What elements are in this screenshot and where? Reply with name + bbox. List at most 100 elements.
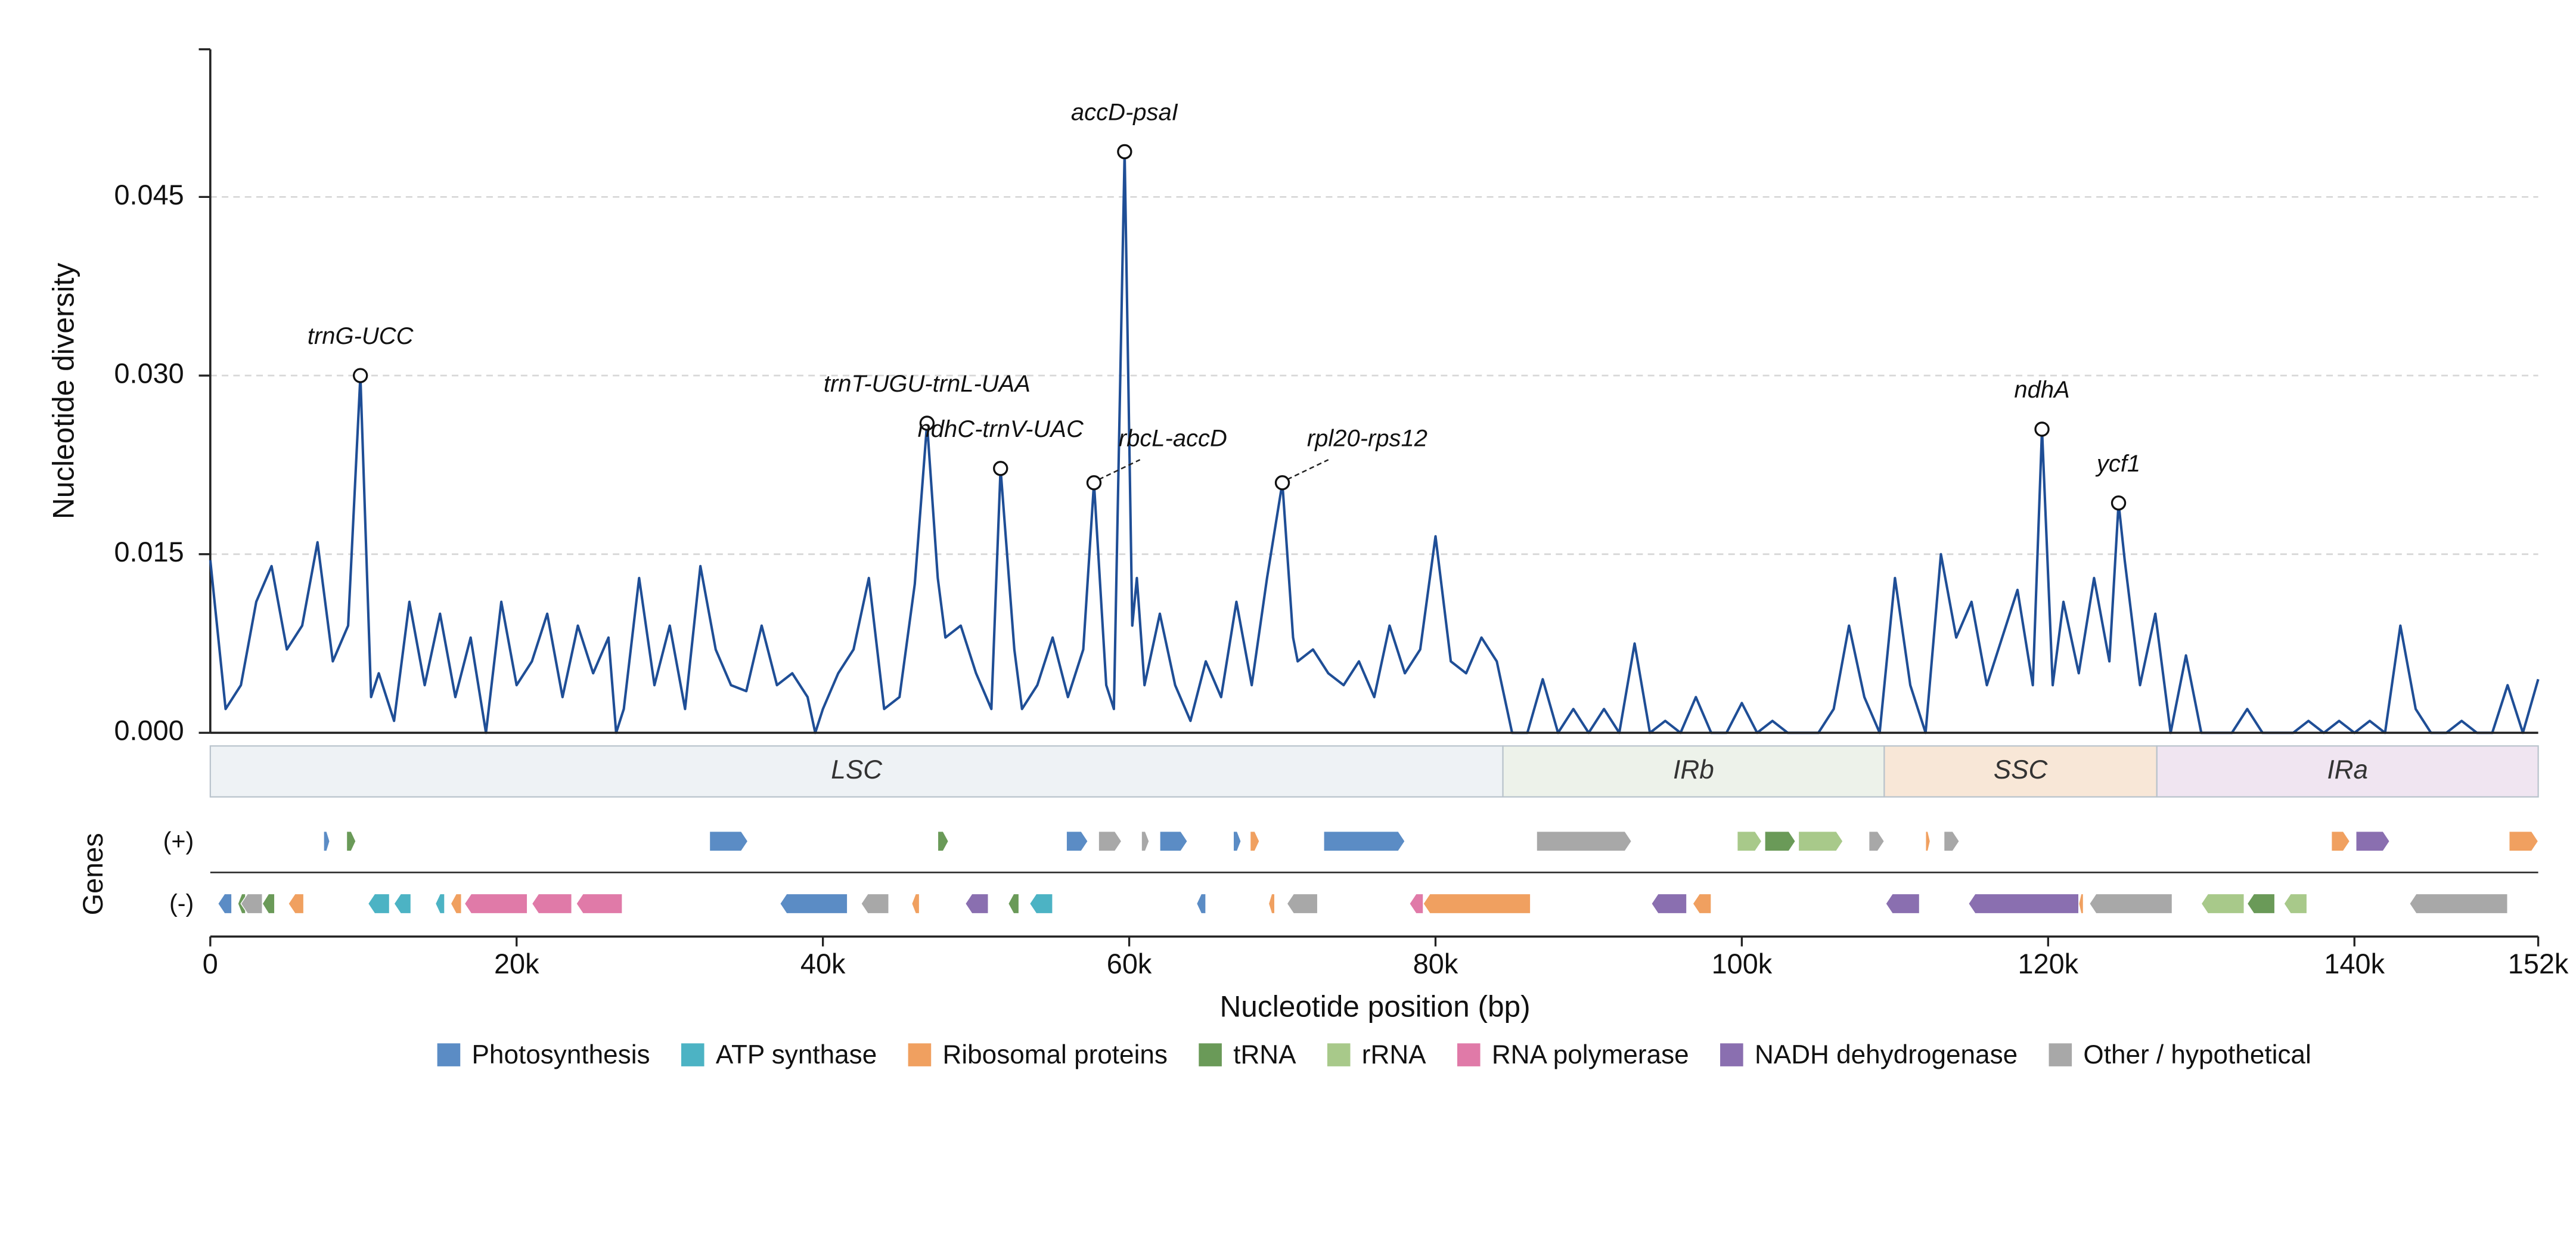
x-tick-label: 100k xyxy=(1712,948,1773,979)
peak-label: trnG-UCC xyxy=(308,323,414,349)
gene xyxy=(288,893,305,914)
peak-label: ndhA xyxy=(2014,377,2069,403)
peak-marker xyxy=(2034,421,2050,437)
legend-label: Other / hypothetical xyxy=(2083,1040,2311,1069)
gene xyxy=(1323,831,1405,852)
legend-label: tRNA xyxy=(1233,1040,1296,1069)
gene xyxy=(1029,893,1053,914)
gene xyxy=(937,831,949,852)
gene xyxy=(1925,831,1931,852)
gene xyxy=(323,831,330,852)
gene xyxy=(1692,893,1712,914)
x-tick-label: 140k xyxy=(2324,948,2385,979)
gene xyxy=(2509,831,2539,852)
peak-label: accD-psaI xyxy=(1071,100,1178,126)
gene xyxy=(2246,893,2276,914)
peak-marker xyxy=(993,461,1008,476)
gene xyxy=(1268,893,1275,914)
legend-label: RNA polymerase xyxy=(1492,1040,1689,1069)
x-tick-label: 60k xyxy=(1107,948,1152,979)
legend-swatch xyxy=(1327,1043,1351,1066)
gene xyxy=(1286,893,1318,914)
x-tick-label: 120k xyxy=(2018,948,2079,979)
y-axis-label: Nucleotide diversity xyxy=(46,263,80,519)
y-tick-label: 0.045 xyxy=(114,179,184,210)
peak-marker xyxy=(1274,475,1290,491)
gene xyxy=(434,893,445,914)
gene xyxy=(1408,893,1424,914)
region xyxy=(209,745,1504,798)
gene xyxy=(1066,831,1089,852)
gene xyxy=(217,893,232,914)
region-label: IRb xyxy=(1673,755,1714,784)
gene xyxy=(240,893,263,914)
gene xyxy=(1159,831,1188,852)
x-axis-label: Nucleotide position (bp) xyxy=(1219,990,1530,1024)
legend-swatch xyxy=(437,1043,461,1066)
gene xyxy=(1007,893,1020,914)
gene xyxy=(1764,831,1796,852)
x-tick-label: 0 xyxy=(203,948,218,979)
gene xyxy=(2078,893,2084,914)
gene xyxy=(964,893,989,914)
x-tick-label: 40k xyxy=(800,948,846,979)
region xyxy=(2156,745,2539,798)
peak-label: trnT-UGU-trnL-UAA xyxy=(824,371,1031,397)
peak-marker xyxy=(919,415,935,431)
peak-label: rpl20-rps12 xyxy=(1307,426,1427,452)
peak-label: rbcL-accD xyxy=(1119,426,1227,452)
legend-swatch xyxy=(1457,1043,1481,1066)
legend-label: rRNA xyxy=(1362,1040,1426,1069)
legend-swatch xyxy=(908,1043,932,1066)
peak-label: ndhC-trnV-UAC xyxy=(918,416,1084,442)
gene xyxy=(911,893,920,914)
gene xyxy=(2283,893,2308,914)
region-label: SSC xyxy=(1994,755,2049,784)
gene xyxy=(1798,831,1843,852)
gene xyxy=(262,893,275,914)
gene xyxy=(1885,893,1920,914)
gene xyxy=(1196,893,1206,914)
peak-marker xyxy=(352,368,368,383)
y-tick-label: 0.030 xyxy=(114,358,184,389)
region xyxy=(1502,745,1885,798)
legend-swatch xyxy=(1199,1043,1222,1066)
gene xyxy=(1098,831,1122,852)
diversity-line xyxy=(209,150,2540,734)
x-tick-label: 152k xyxy=(2508,948,2569,979)
legend-label: ATP synthase xyxy=(716,1040,877,1069)
y-tick-label: 0.015 xyxy=(114,536,184,567)
gene-track-label: Genes xyxy=(77,833,108,915)
gene xyxy=(367,893,390,914)
region-label: LSC xyxy=(831,755,883,784)
gene xyxy=(1868,831,1885,852)
region xyxy=(1883,745,2158,798)
strand-label: (+) xyxy=(163,827,194,855)
legend-swatch xyxy=(1720,1043,1743,1066)
gene xyxy=(1967,893,2080,914)
gene xyxy=(1650,893,1687,914)
gene xyxy=(1943,831,1960,852)
gene xyxy=(1423,893,1531,914)
peak-marker xyxy=(1086,475,1102,491)
gene xyxy=(393,893,412,914)
legend-swatch xyxy=(681,1043,704,1066)
peak-marker xyxy=(1117,144,1132,160)
gene xyxy=(1249,831,1260,852)
gene xyxy=(531,893,572,914)
gene xyxy=(861,893,889,914)
peak-label: ycf1 xyxy=(2095,451,2140,477)
gene xyxy=(2088,893,2173,914)
legend: Photosynthesis ATP synthase Ribosomal prot… xyxy=(437,1040,2311,1069)
region-label: IRa xyxy=(2327,755,2368,784)
legend-label: Ribosomal proteins xyxy=(943,1040,1168,1069)
gene xyxy=(464,893,528,914)
legend-label: Photosynthesis xyxy=(472,1040,650,1069)
gene xyxy=(1536,831,1632,852)
gene xyxy=(2331,831,2351,852)
strand-label: (-) xyxy=(169,890,194,917)
legend-swatch xyxy=(2049,1043,2072,1066)
gene xyxy=(2355,831,2391,852)
gene xyxy=(709,831,749,852)
